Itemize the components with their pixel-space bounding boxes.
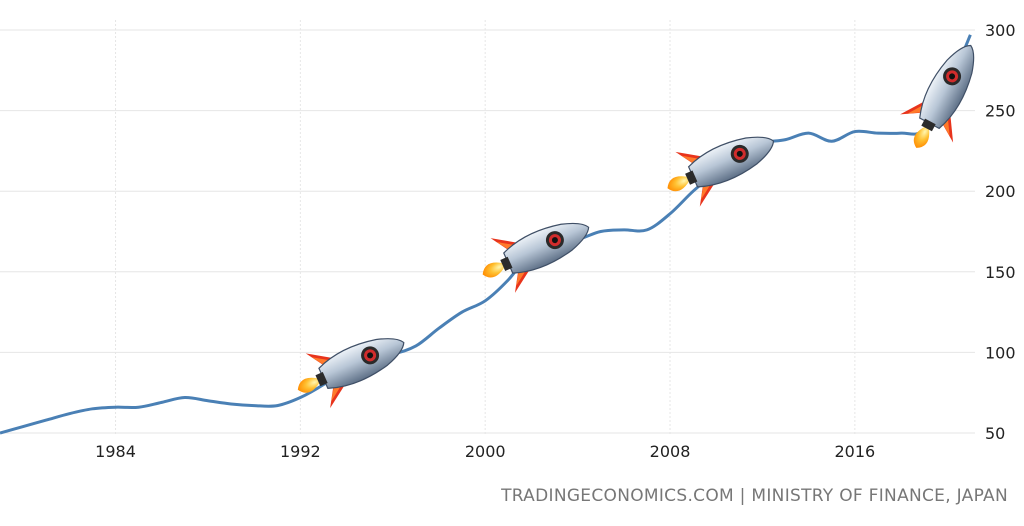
y-tick-label: 100 xyxy=(985,343,1016,362)
x-tick-label: 1984 xyxy=(95,442,136,461)
series-line-layer xyxy=(0,34,972,435)
x-tick-label: 1992 xyxy=(280,442,321,461)
y-tick-label: 150 xyxy=(985,263,1016,282)
rocket-icon xyxy=(285,314,417,418)
source-credit: TRADINGECONOMICS.COM | MINISTRY OF FINAN… xyxy=(501,486,1008,506)
rocket-icon xyxy=(889,30,998,163)
rocket-icon xyxy=(654,113,787,217)
y-tick-label: 50 xyxy=(985,424,1005,443)
x-tick-label: 2016 xyxy=(834,442,875,461)
rocket-icon xyxy=(469,199,602,303)
y-tick-label: 300 xyxy=(985,21,1016,40)
y-tick-label: 250 xyxy=(985,102,1016,121)
rocket-markers xyxy=(285,30,998,418)
y-tick-label: 200 xyxy=(985,182,1016,201)
x-axis-ticks: 1984 1992 2000 2008 2016 xyxy=(95,442,875,461)
grid-lines xyxy=(0,20,975,435)
x-tick-label: 2000 xyxy=(465,442,506,461)
y-axis-ticks: 50 100 150 200 250 300 xyxy=(985,21,1016,443)
x-tick-label: 2008 xyxy=(650,442,691,461)
series-line xyxy=(0,34,972,435)
